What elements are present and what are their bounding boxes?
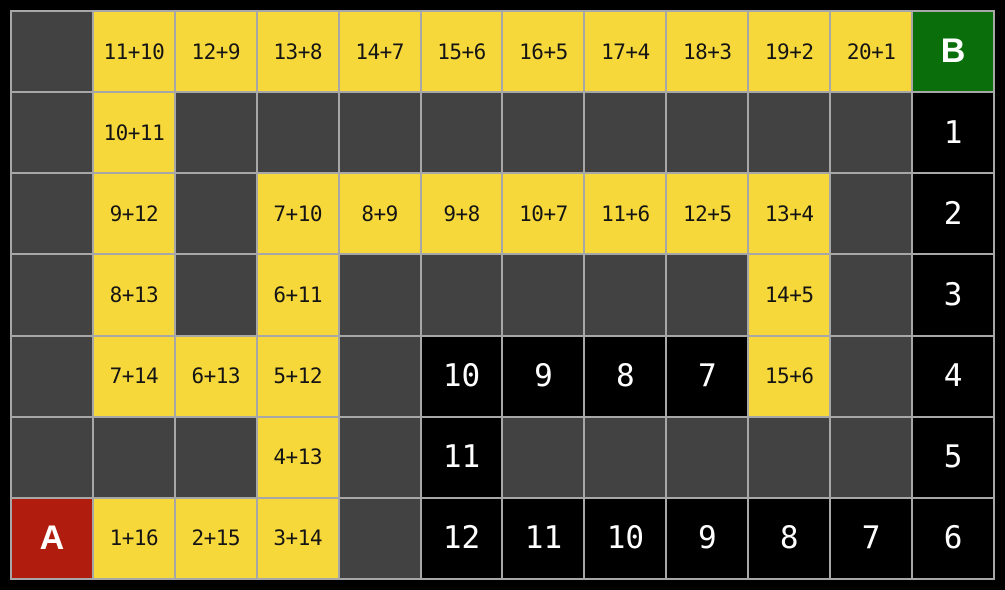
empty-cell[interactable]: [12, 417, 92, 497]
empty-cell[interactable]: [339, 255, 420, 335]
number-cell[interactable]: 4: [913, 336, 993, 416]
expression-cell[interactable]: 15+6: [749, 336, 830, 416]
empty-cell[interactable]: [585, 255, 666, 335]
empty-cell[interactable]: [831, 417, 912, 497]
expression-cell[interactable]: 14+5: [749, 255, 830, 335]
number-cell[interactable]: 11: [421, 417, 502, 497]
end-cell[interactable]: B: [913, 12, 993, 92]
empty-cell[interactable]: [667, 93, 748, 173]
expression-cell[interactable]: 6+13: [175, 336, 256, 416]
empty-cell[interactable]: [831, 336, 912, 416]
expression-cell[interactable]: 7+14: [93, 336, 174, 416]
empty-cell[interactable]: [175, 255, 256, 335]
expression-cell[interactable]: 11+6: [585, 174, 666, 254]
expression-cell[interactable]: 5+12: [257, 336, 338, 416]
number-cell[interactable]: 9: [667, 498, 748, 578]
number-cell[interactable]: 2: [913, 174, 993, 254]
empty-cell[interactable]: [503, 93, 584, 173]
empty-cell[interactable]: [175, 174, 256, 254]
expression-cell[interactable]: 2+15: [175, 498, 256, 578]
number-cell[interactable]: 7: [831, 498, 912, 578]
number-cell[interactable]: 8: [585, 336, 666, 416]
expression-cell[interactable]: 14+7: [339, 12, 420, 92]
empty-cell[interactable]: [831, 255, 912, 335]
empty-cell[interactable]: [339, 417, 420, 497]
number-cell[interactable]: 9: [503, 336, 584, 416]
expression-cell[interactable]: 3+14: [257, 498, 338, 578]
expression-cell[interactable]: 7+10: [257, 174, 338, 254]
number-cell[interactable]: 3: [913, 255, 993, 335]
empty-cell[interactable]: [339, 93, 420, 173]
empty-cell[interactable]: [12, 336, 92, 416]
expression-cell[interactable]: 9+8: [421, 174, 502, 254]
empty-cell[interactable]: [93, 417, 174, 497]
number-cell[interactable]: 10: [585, 498, 666, 578]
empty-cell[interactable]: [175, 417, 256, 497]
expression-cell[interactable]: 15+6: [421, 12, 502, 92]
empty-cell[interactable]: [339, 336, 420, 416]
expression-cell[interactable]: 10+11: [93, 93, 174, 173]
start-cell[interactable]: A: [12, 498, 92, 578]
empty-cell[interactable]: [12, 12, 92, 92]
number-cell[interactable]: 8: [749, 498, 830, 578]
empty-cell[interactable]: [12, 174, 92, 254]
expression-cell[interactable]: 20+1: [831, 12, 912, 92]
number-cell[interactable]: 11: [503, 498, 584, 578]
expression-cell[interactable]: 1+16: [93, 498, 174, 578]
expression-cell[interactable]: 10+7: [503, 174, 584, 254]
empty-cell[interactable]: [339, 498, 420, 578]
empty-cell[interactable]: [503, 417, 584, 497]
number-cell[interactable]: 5: [913, 417, 993, 497]
number-cell[interactable]: 12: [421, 498, 502, 578]
empty-cell[interactable]: [257, 93, 338, 173]
empty-cell[interactable]: [421, 93, 502, 173]
expression-cell[interactable]: 8+9: [339, 174, 420, 254]
expression-cell[interactable]: 18+3: [667, 12, 748, 92]
empty-cell[interactable]: [585, 93, 666, 173]
expression-cell[interactable]: 16+5: [503, 12, 584, 92]
empty-cell[interactable]: [12, 255, 92, 335]
expression-cell[interactable]: 8+13: [93, 255, 174, 335]
empty-cell[interactable]: [667, 255, 748, 335]
expression-cell[interactable]: 12+9: [175, 12, 256, 92]
expression-cell[interactable]: 11+10: [93, 12, 174, 92]
empty-cell[interactable]: [175, 93, 256, 173]
maze-grid: 11+10 12+9 13+8 14+7 15+6 16+5 17+4 18+3 19+2 20+…: [10, 10, 995, 580]
empty-cell[interactable]: [831, 93, 912, 173]
number-cell[interactable]: 7: [667, 336, 748, 416]
empty-cell[interactable]: [585, 417, 666, 497]
expression-cell[interactable]: 4+13: [257, 417, 338, 497]
empty-cell[interactable]: [421, 255, 502, 335]
number-cell[interactable]: 1: [913, 93, 993, 173]
expression-cell[interactable]: 13+8: [257, 12, 338, 92]
expression-cell[interactable]: 19+2: [749, 12, 830, 92]
empty-cell[interactable]: [749, 417, 830, 497]
empty-cell[interactable]: [667, 417, 748, 497]
empty-cell[interactable]: [749, 93, 830, 173]
expression-cell[interactable]: 9+12: [93, 174, 174, 254]
expression-cell[interactable]: 13+4: [749, 174, 830, 254]
number-cell[interactable]: 6: [913, 498, 993, 578]
empty-cell[interactable]: [503, 255, 584, 335]
number-cell[interactable]: 10: [421, 336, 502, 416]
expression-cell[interactable]: 12+5: [667, 174, 748, 254]
expression-cell[interactable]: 17+4: [585, 12, 666, 92]
empty-cell[interactable]: [831, 174, 912, 254]
expression-cell[interactable]: 6+11: [257, 255, 338, 335]
empty-cell[interactable]: [12, 93, 92, 173]
